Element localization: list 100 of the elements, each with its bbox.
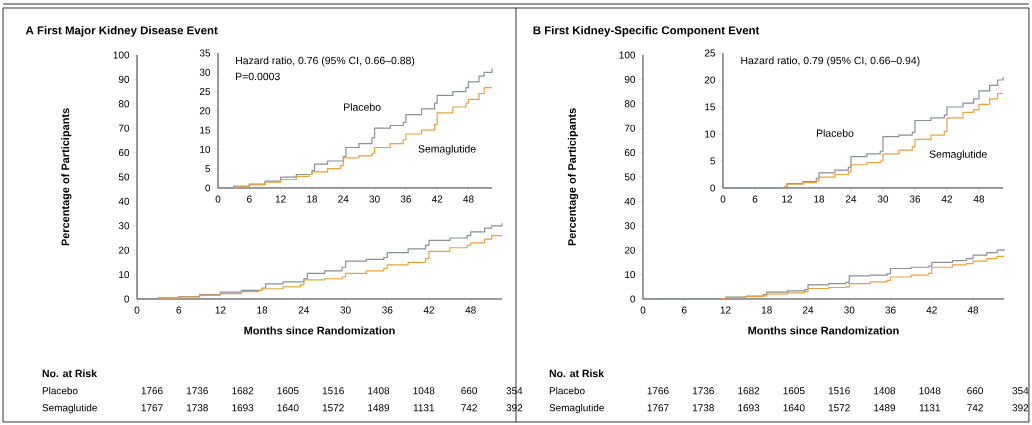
x-tick-label: 30 [844, 306, 855, 314]
text: 1048 [919, 387, 941, 395]
text: 1131 [919, 404, 940, 412]
x-tick-label: 6 [681, 306, 687, 314]
text: 1408 [368, 387, 390, 395]
y-tick-label: 90 [624, 75, 636, 83]
x-tick-label: 48 [967, 306, 979, 314]
chart-title: B First Kidney-Specific Component Event [533, 25, 760, 37]
x-tick-label: 0 [640, 306, 646, 314]
text: 354 [1012, 387, 1029, 395]
x-tick-label: 36 [909, 195, 921, 203]
text: 1736 [186, 387, 208, 395]
x-tick-label: 30 [877, 195, 889, 203]
x-tick-label: 12 [215, 306, 226, 314]
y-tick-label: 70 [118, 124, 130, 132]
text: 392 [1012, 404, 1029, 412]
x-tick-label: 36 [400, 195, 411, 203]
y-tick-label: 20 [199, 107, 211, 115]
annotation: P=0.0003 [236, 72, 280, 81]
y-tick-label: 80 [118, 100, 130, 108]
text: 1682 [232, 387, 254, 395]
text: 1605 [783, 387, 805, 395]
text: 1767 [141, 404, 163, 412]
y-tick-label: 80 [624, 100, 636, 108]
x-tick-label: 24 [298, 306, 310, 314]
y-tick-label: 60 [118, 149, 130, 157]
x-tick-label: 6 [247, 195, 252, 203]
text: 1489 [874, 404, 896, 412]
text: 1516 [828, 387, 850, 395]
y-tick-label: 50 [118, 173, 130, 181]
series-label: Placebo [816, 129, 854, 137]
text: 1738 [692, 404, 714, 412]
y-tick-label: 20 [118, 246, 130, 254]
text: 1489 [368, 404, 390, 412]
x-tick-label: 24 [338, 195, 349, 203]
y-tick-label: 15 [705, 103, 716, 111]
x-tick-label: 42 [423, 306, 435, 314]
y-tick-label: 30 [199, 68, 211, 76]
text: 1572 [828, 404, 850, 412]
text: 1605 [277, 387, 299, 395]
text: 1693 [738, 404, 760, 412]
text: No. at Risk [549, 369, 605, 378]
x-tick-label: 18 [307, 195, 318, 203]
text: 392 [506, 404, 523, 412]
x-tick-label: 36 [382, 306, 393, 314]
y-tick-label: 90 [118, 75, 130, 83]
y-tick-label: 50 [624, 173, 636, 181]
x-tick-label: 42 [431, 195, 443, 203]
y-tick-label: 30 [624, 222, 636, 230]
text: 354 [506, 387, 523, 395]
text: No. at Risk [42, 369, 98, 378]
series-label: Semaglutide [418, 144, 476, 155]
x-tick-label: 24 [802, 306, 814, 314]
x-tick-label: 12 [275, 195, 286, 203]
x-tick-label: 12 [720, 306, 731, 314]
x-tick-label: 30 [340, 306, 351, 314]
y-tick-label: 15 [200, 126, 211, 134]
chart-title: A First Major Kidney Disease Event [25, 25, 218, 37]
y-tick-label: 10 [200, 145, 211, 153]
text: 1766 [647, 387, 669, 395]
y-tick-label: 20 [624, 246, 636, 254]
y-tick-label: 100 [113, 51, 130, 59]
y-tick-label: 70 [624, 124, 636, 132]
x-axis-title: Months since Randomization [748, 326, 899, 335]
y-tick-label: 5 [710, 157, 716, 165]
y-tick-label: 10 [705, 130, 716, 138]
y-tick-label: 40 [118, 197, 130, 205]
x-tick-label: 30 [369, 195, 380, 203]
text: 1766 [141, 387, 163, 395]
text: 660 [967, 387, 983, 395]
y-tick-label: 0 [205, 184, 211, 192]
text: 1640 [783, 404, 805, 412]
y-tick-label: 60 [624, 149, 636, 157]
x-axis-title: Months since Randomization [244, 326, 395, 335]
text: 1767 [647, 404, 669, 412]
x-tick-label: 48 [465, 306, 476, 314]
x-tick-label: 12 [782, 195, 793, 203]
x-tick-label: 36 [885, 306, 896, 314]
y-tick-label: 20 [704, 76, 716, 84]
y-tick-label: 0 [124, 295, 130, 303]
series-label: Placebo [344, 103, 381, 111]
y-tick-label: 25 [704, 49, 716, 57]
x-tick-label: 42 [941, 195, 953, 203]
y-tick-label: 10 [625, 271, 636, 279]
y-tick-label: 0 [630, 295, 636, 303]
x-tick-label: 24 [845, 195, 857, 203]
text: 1736 [692, 387, 714, 395]
text: 1572 [322, 404, 344, 412]
x-tick-label: 48 [463, 195, 474, 203]
y-tick-label: 35 [199, 49, 211, 57]
text: 1640 [277, 404, 299, 412]
series-label: Semaglutide [929, 150, 987, 160]
annotation: Hazard ratio, 0.76 (95% CI, 0.66–0.88) [236, 56, 415, 67]
y-tick-label: 0 [710, 184, 716, 192]
y-axis-title: Percentage of Participants [61, 108, 72, 246]
text: 1693 [232, 404, 254, 412]
text: 1516 [322, 387, 344, 395]
text: 1408 [874, 387, 896, 395]
text: Semaglutide [42, 404, 97, 414]
x-tick-label: 0 [720, 195, 726, 203]
